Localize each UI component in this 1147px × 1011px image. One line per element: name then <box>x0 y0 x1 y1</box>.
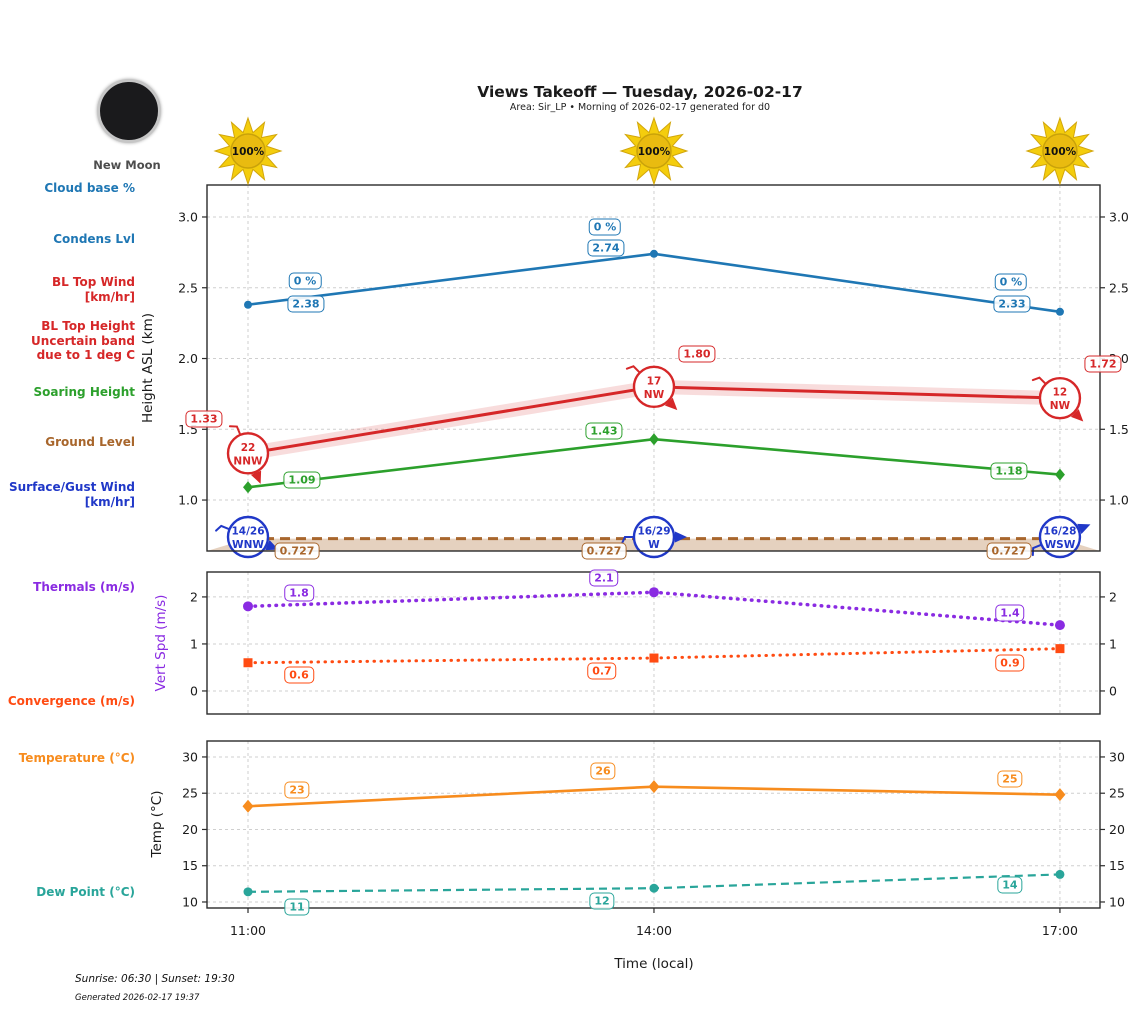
y-tick-label: 10 <box>1109 894 1125 909</box>
wind-barb-marker: 17 NW <box>625 365 678 411</box>
legend-thermals: Thermals (m/s) <box>33 580 135 594</box>
y-tick-label: 2.0 <box>178 351 198 366</box>
condens_lvl-marker <box>649 249 658 258</box>
wind-speed-text: 17 <box>647 375 662 387</box>
thermals-marker <box>243 601 254 612</box>
legend-temperature: Temperature (°C) <box>18 751 135 765</box>
y-tick-label: 30 <box>182 749 198 764</box>
wind-dir-text: NW <box>1050 400 1071 412</box>
x-tick-label: 11:00 <box>230 923 266 938</box>
temperature-marker <box>648 780 660 794</box>
y-tick-label: 20 <box>182 822 198 837</box>
x-tick-label: 17:00 <box>1042 923 1078 938</box>
wind-speed-text: 16/29 <box>637 526 670 538</box>
y-tick-label: 1.5 <box>1109 422 1129 437</box>
condens_lvl-marker <box>244 300 253 309</box>
y-tick-label: 1.0 <box>178 493 198 508</box>
x-tick-label: 14:00 <box>636 923 672 938</box>
sun-icon: 100% <box>1025 116 1095 186</box>
wind-speed-text: 12 <box>1053 387 1068 399</box>
soaring-marker <box>1054 468 1065 481</box>
panel-frame <box>206 571 1101 715</box>
y-tick-label: 3.0 <box>178 209 198 224</box>
dew_point-marker <box>649 883 659 893</box>
wind-speed-text: 14/26 <box>231 526 264 538</box>
convergence-marker <box>1055 644 1065 654</box>
bl_top-uncertainty-band <box>248 379 1060 461</box>
temperature-marker <box>1054 788 1066 802</box>
legend-dew-point: Dew Point (°C) <box>36 885 135 899</box>
condens_lvl-marker <box>1055 307 1064 316</box>
wind-dir-text: NW <box>644 389 665 401</box>
y-tick-label: 0 <box>190 683 198 698</box>
y-tick-label: 0 <box>1109 683 1117 698</box>
soaring-marker <box>243 481 254 494</box>
page-subtitle: Area: Sir_LP • Morning of 2026-02-17 gen… <box>509 102 771 113</box>
y-tick-label: 1.5 <box>178 422 198 437</box>
y-tick-label: 25 <box>182 786 198 801</box>
thermals-marker <box>1054 620 1065 631</box>
wind-dir-text: WNW <box>232 539 264 551</box>
y-tick-label: 10 <box>182 894 198 909</box>
wind-dir-text: WSW <box>1045 539 1076 551</box>
wind-dir-text: NNW <box>233 455 263 467</box>
y-tick-label: 2.5 <box>1109 280 1129 295</box>
legend-ground-level: Ground Level <box>45 435 135 449</box>
moon-phase-label: New Moon <box>93 158 161 172</box>
legend-bl-top-height: BL Top Height Uncertain band due to 1 de… <box>31 319 135 362</box>
legend-surface-gust-wind: Surface/Gust Wind [km/hr] <box>9 480 135 509</box>
chart-panel-2: 30 30 25 25 20 20 15 15 10 10 11:00 14:00 17:00 <box>182 740 1125 938</box>
y-tick-label: 2.5 <box>178 280 198 295</box>
sunrise-sunset-note: Sunrise: 06:30 | Sunset: 19:30 <box>75 973 235 985</box>
wind-dir-text: W <box>648 539 660 551</box>
y-tick-label: 1.0 <box>1109 493 1129 508</box>
y-axis-label-vert-spd: Vert Spd (m/s) <box>153 594 169 692</box>
y-tick-label: 20 <box>1109 822 1125 837</box>
legend-bl-top-wind: BL Top Wind [km/hr] <box>51 275 135 304</box>
y-tick-label: 30 <box>1109 749 1125 764</box>
sun-icon: 100% <box>619 116 689 186</box>
temperature-marker <box>242 799 254 813</box>
y-tick-label: 3.0 <box>1109 209 1129 224</box>
moon-phase-icon <box>97 79 161 143</box>
dew_point-marker <box>243 887 253 897</box>
y-axis-label-temp: Temp (°C) <box>149 790 165 858</box>
legend-condens-lvl: Condens Lvl <box>53 232 135 246</box>
y-tick-label: 1 <box>190 636 198 651</box>
y-tick-label: 25 <box>1109 786 1125 801</box>
legend-soaring-height: Soaring Height <box>33 385 136 399</box>
sun-percent-label: 100% <box>638 146 671 158</box>
convergence-marker <box>243 658 253 668</box>
legend-convergence: Convergence (m/s) <box>7 694 135 708</box>
y-tick-label: 15 <box>1109 858 1125 873</box>
y-tick-label: 1 <box>1109 636 1117 651</box>
wind-speed-text: 22 <box>241 442 256 454</box>
y-tick-label: 2 <box>190 589 198 604</box>
wind-speed-text: 16/28 <box>1043 526 1076 538</box>
soaring-marker <box>648 433 659 446</box>
y-axis-label-height: Height ASL (km) <box>140 312 156 424</box>
thermals-marker <box>648 587 659 598</box>
y-tick-label: 2.0 <box>1109 351 1129 366</box>
dew_point-marker <box>1055 869 1065 879</box>
page-title: Views Takeoff — Tuesday, 2026-02-17 <box>477 83 803 101</box>
sun-percent-label: 100% <box>232 146 265 158</box>
legend-cloud-base: Cloud base % <box>44 181 135 195</box>
x-axis-label: Time (local) <box>614 956 694 972</box>
convergence-marker <box>649 653 659 663</box>
sun-icon: 100% <box>213 116 283 186</box>
generated-note: Generated 2026-02-17 19:37 <box>75 993 200 1003</box>
chart-panel-1: 2 2 1 1 0 0 <box>190 571 1117 715</box>
y-tick-label: 15 <box>182 858 198 873</box>
y-tick-label: 2 <box>1109 589 1117 604</box>
sun-percent-label: 100% <box>1044 146 1077 158</box>
wind-barb-marker: 16/29W <box>621 515 687 559</box>
